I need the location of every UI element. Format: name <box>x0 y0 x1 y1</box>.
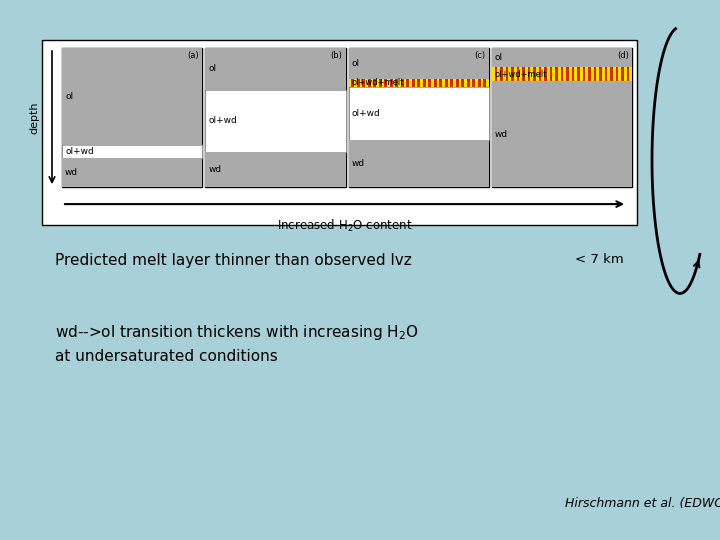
Text: depth: depth <box>29 102 39 134</box>
FancyBboxPatch shape <box>62 145 202 158</box>
FancyBboxPatch shape <box>348 87 489 140</box>
FancyBboxPatch shape <box>483 79 486 87</box>
FancyBboxPatch shape <box>593 68 596 82</box>
FancyBboxPatch shape <box>492 48 632 187</box>
FancyBboxPatch shape <box>428 79 431 87</box>
FancyBboxPatch shape <box>555 68 558 82</box>
FancyBboxPatch shape <box>478 79 480 87</box>
FancyBboxPatch shape <box>500 68 503 82</box>
Text: wd: wd <box>495 130 508 139</box>
Text: ol: ol <box>351 59 359 68</box>
FancyBboxPatch shape <box>582 68 585 82</box>
FancyBboxPatch shape <box>418 79 420 87</box>
FancyBboxPatch shape <box>423 79 426 87</box>
Text: ol+wd+melt: ol+wd+melt <box>495 70 547 79</box>
Text: ol+wd: ol+wd <box>65 147 94 156</box>
FancyBboxPatch shape <box>450 79 453 87</box>
FancyBboxPatch shape <box>205 48 346 187</box>
FancyBboxPatch shape <box>439 79 442 87</box>
FancyBboxPatch shape <box>605 68 607 82</box>
FancyBboxPatch shape <box>348 48 489 79</box>
FancyBboxPatch shape <box>406 79 409 87</box>
FancyBboxPatch shape <box>433 79 436 87</box>
FancyBboxPatch shape <box>626 68 629 82</box>
FancyBboxPatch shape <box>544 68 546 82</box>
FancyBboxPatch shape <box>621 68 624 82</box>
FancyBboxPatch shape <box>539 68 541 82</box>
Text: wd: wd <box>65 168 78 177</box>
Text: ol: ol <box>65 92 73 101</box>
FancyBboxPatch shape <box>599 68 602 82</box>
FancyBboxPatch shape <box>412 79 415 87</box>
FancyBboxPatch shape <box>356 79 359 87</box>
Text: (c): (c) <box>474 51 486 60</box>
FancyBboxPatch shape <box>379 79 382 87</box>
FancyBboxPatch shape <box>577 68 580 82</box>
FancyBboxPatch shape <box>205 90 346 152</box>
FancyBboxPatch shape <box>401 79 403 87</box>
FancyBboxPatch shape <box>549 68 552 82</box>
FancyBboxPatch shape <box>384 79 387 87</box>
FancyBboxPatch shape <box>445 79 448 87</box>
Text: Increased H$_2$O content: Increased H$_2$O content <box>276 218 413 234</box>
Text: ol+wd+melt: ol+wd+melt <box>351 78 404 87</box>
Text: ol+wd: ol+wd <box>351 109 380 118</box>
FancyBboxPatch shape <box>505 68 508 82</box>
FancyBboxPatch shape <box>456 79 459 87</box>
FancyBboxPatch shape <box>495 68 498 82</box>
Text: wd: wd <box>351 159 364 168</box>
FancyBboxPatch shape <box>205 48 346 90</box>
FancyBboxPatch shape <box>390 79 392 87</box>
FancyBboxPatch shape <box>610 68 613 82</box>
FancyBboxPatch shape <box>472 79 475 87</box>
Text: (a): (a) <box>188 51 199 60</box>
FancyBboxPatch shape <box>467 79 469 87</box>
Text: wd: wd <box>208 165 221 174</box>
FancyBboxPatch shape <box>373 79 376 87</box>
FancyBboxPatch shape <box>348 140 489 187</box>
Text: ol: ol <box>208 64 217 73</box>
FancyBboxPatch shape <box>362 79 365 87</box>
FancyBboxPatch shape <box>462 79 464 87</box>
FancyBboxPatch shape <box>62 48 202 145</box>
Text: Hirschmann et al. (EDWC): Hirschmann et al. (EDWC) <box>565 497 720 510</box>
Text: Predicted melt layer thinner than observed lvz: Predicted melt layer thinner than observ… <box>55 253 412 268</box>
FancyBboxPatch shape <box>533 68 536 82</box>
FancyBboxPatch shape <box>492 82 632 187</box>
FancyBboxPatch shape <box>572 68 575 82</box>
Text: (d): (d) <box>617 51 629 60</box>
FancyBboxPatch shape <box>492 68 632 82</box>
FancyBboxPatch shape <box>368 79 371 87</box>
FancyBboxPatch shape <box>348 48 489 187</box>
FancyBboxPatch shape <box>588 68 590 82</box>
Text: ol: ol <box>495 53 503 62</box>
FancyBboxPatch shape <box>566 68 569 82</box>
FancyBboxPatch shape <box>205 152 346 187</box>
FancyBboxPatch shape <box>511 68 514 82</box>
FancyBboxPatch shape <box>516 68 519 82</box>
FancyBboxPatch shape <box>351 79 354 87</box>
FancyBboxPatch shape <box>616 68 618 82</box>
Text: wd-->ol transition thickens with increasing H$_2$O
at undersaturated conditions: wd-->ol transition thickens with increas… <box>55 323 418 364</box>
Text: < 7 km: < 7 km <box>575 253 624 266</box>
FancyBboxPatch shape <box>395 79 398 87</box>
FancyBboxPatch shape <box>42 40 637 225</box>
FancyBboxPatch shape <box>560 68 563 82</box>
FancyBboxPatch shape <box>348 79 489 87</box>
FancyBboxPatch shape <box>492 48 632 68</box>
FancyBboxPatch shape <box>522 68 525 82</box>
FancyBboxPatch shape <box>62 158 202 187</box>
FancyBboxPatch shape <box>62 48 202 187</box>
Text: ol+wd: ol+wd <box>208 117 237 125</box>
Text: (b): (b) <box>330 51 343 60</box>
FancyBboxPatch shape <box>528 68 530 82</box>
